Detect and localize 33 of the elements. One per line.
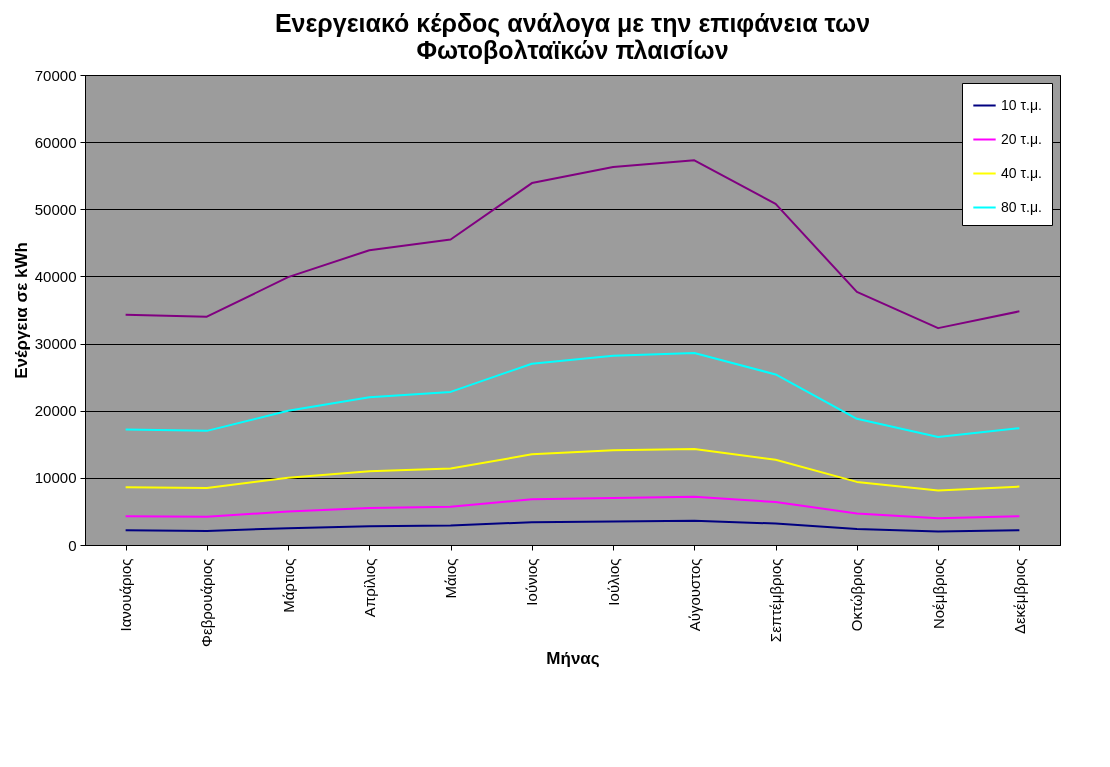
x-tick-label: Φεβρουάριος <box>198 558 216 647</box>
y-tick-label: 60000 <box>34 133 77 151</box>
text: Ενεργειακό κέρδος ανάλογα με την επιφάνεια των <box>274 9 871 37</box>
y-tick-label: 10000 <box>34 469 77 487</box>
x-tick-label: Αύγουστος <box>685 558 703 632</box>
x-tick-label: Νοέμβριος <box>929 558 947 630</box>
x-tick-label: Ιούνιος <box>523 558 541 606</box>
line-series <box>124 519 1021 533</box>
line-series <box>124 495 1021 520</box>
x-axis-title: Μήνας <box>546 648 600 668</box>
y-tick-label: 0 <box>68 536 77 554</box>
line-series <box>124 447 1021 492</box>
legend-label: 80 τ.μ. <box>1001 198 1042 215</box>
line-series <box>124 351 1021 438</box>
text: Φωτοβολταϊκών πλαισίων <box>416 36 729 64</box>
x-tick-label: Ιούλιος <box>604 558 622 606</box>
x-tick-label: Σεπτέμβριος <box>767 558 785 643</box>
x-tick-label: Μάρτιος <box>279 558 297 613</box>
line-series <box>124 159 1021 330</box>
y-axis-title: Ενέργεια σε kWh <box>11 242 31 379</box>
x-tick-label: Ιανουάριος <box>117 558 135 632</box>
y-tick-label: 30000 <box>34 335 77 353</box>
y-tick-label: 20000 <box>34 402 77 420</box>
y-tick-label: 70000 <box>34 66 77 84</box>
y-tick-label: 40000 <box>34 267 77 285</box>
x-tick-label: Μάιος <box>442 558 460 599</box>
x-tick-label: Δεκέμβριος <box>1010 558 1028 635</box>
legend-label: 40 τ.μ. <box>1001 164 1042 181</box>
x-tick-label: Απρίλιος <box>360 558 378 618</box>
legend-label: 20 τ.μ. <box>1001 130 1042 147</box>
legend-label: 10 τ.μ. <box>1001 96 1042 113</box>
x-tick-label: Οκτώβριος <box>848 558 866 632</box>
y-tick-label: 50000 <box>34 200 77 218</box>
